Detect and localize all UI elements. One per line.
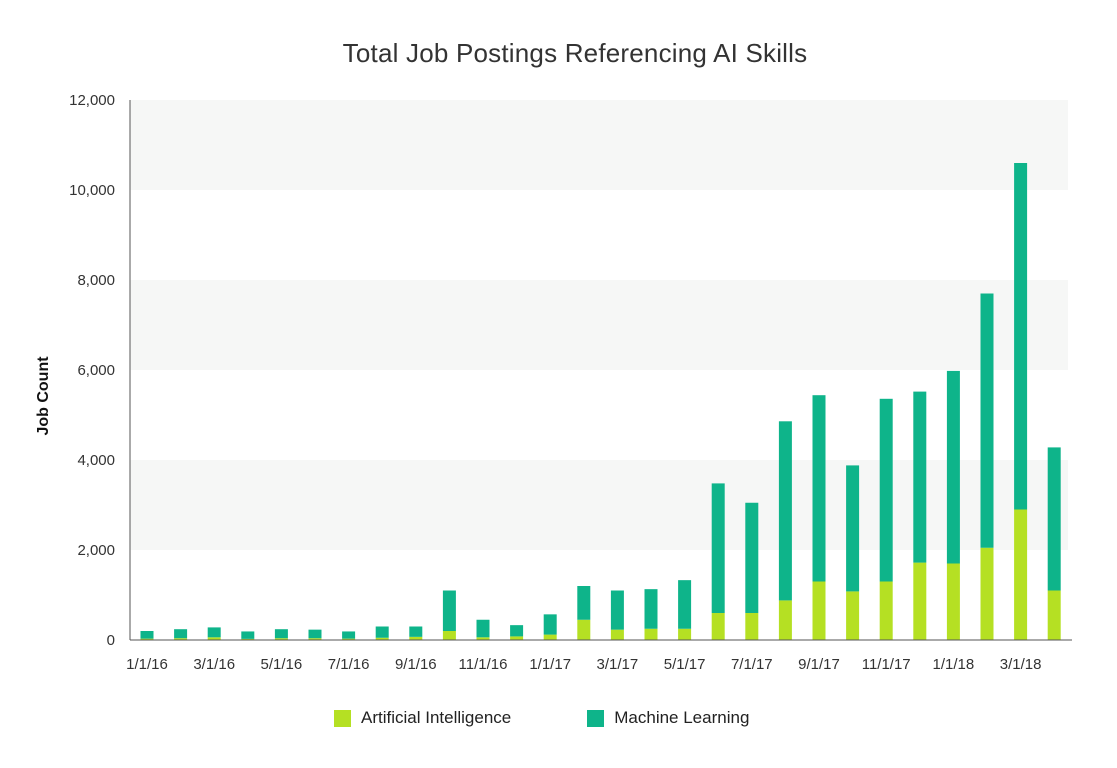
bar-ai xyxy=(1014,509,1028,640)
bar-ai xyxy=(543,634,557,640)
grid-band xyxy=(130,100,1068,190)
bar-ai xyxy=(879,581,893,640)
grid-band xyxy=(130,460,1068,550)
legend-item-ml: Machine Learning xyxy=(587,708,749,728)
bar-ai xyxy=(913,562,927,640)
legend-label-ml: Machine Learning xyxy=(614,708,750,727)
bar-ai xyxy=(140,638,154,640)
y-tick-label: 0 xyxy=(107,632,115,649)
legend-swatch-ml xyxy=(587,709,605,727)
chart-plot: 0 2,000 4,000 6,000 8,000 10,000 12,000 1/1/16… xyxy=(35,92,1072,673)
bar-ai xyxy=(812,581,826,640)
bar-ml xyxy=(241,631,255,639)
legend-swatch-ai xyxy=(334,709,351,727)
y-tick-label: 10,000 xyxy=(69,182,115,199)
x-tick-labels: 1/1/16 3/1/16 5/1/16 7/1/16 9/1/16 11/1/16 1/1… xyxy=(126,656,1041,673)
bar-ai xyxy=(308,638,322,640)
grid-bands xyxy=(130,100,1068,550)
bar-ai xyxy=(778,600,792,640)
x-tick-label: 11/1/16 xyxy=(459,656,508,673)
bar-ml xyxy=(409,626,423,637)
bar-ml xyxy=(812,395,826,582)
bar-ml xyxy=(207,627,221,638)
y-tick-label: 12,000 xyxy=(69,92,115,109)
bar-ai xyxy=(510,636,524,640)
bar-ml xyxy=(778,421,792,601)
x-tick-label: 1/1/18 xyxy=(933,656,975,673)
bar-ml xyxy=(644,589,658,629)
bar-ai xyxy=(375,637,389,640)
bar-ml xyxy=(442,590,456,631)
bar-ml xyxy=(745,502,759,613)
bar-ml xyxy=(846,465,860,592)
bar-ml xyxy=(1047,447,1061,591)
bar-ml xyxy=(543,614,557,635)
x-tick-label: 5/1/16 xyxy=(261,656,303,673)
bar-ml xyxy=(577,586,591,620)
y-tick-label: 4,000 xyxy=(77,452,115,469)
legend-label-ai: Artificial Intelligence xyxy=(361,708,512,727)
bar-ai xyxy=(846,591,860,640)
bar-ai xyxy=(946,563,960,640)
x-tick-label: 7/1/16 xyxy=(328,656,370,673)
y-tick-label: 2,000 xyxy=(77,542,115,559)
bar-ml xyxy=(476,619,490,638)
bar-ai xyxy=(442,631,456,640)
bar-ai xyxy=(207,637,221,640)
bar-ai xyxy=(274,638,288,640)
bar-ai xyxy=(476,637,490,640)
x-tick-label: 3/1/17 xyxy=(597,656,639,673)
bar-ai xyxy=(610,629,624,640)
bar-ml xyxy=(610,590,624,630)
bar-ml xyxy=(1014,163,1028,510)
chart-title: Total Job Postings Referencing AI Skills xyxy=(342,38,808,68)
bar-ml xyxy=(510,625,524,637)
bar-ml xyxy=(879,398,893,582)
bar-ai xyxy=(342,638,356,640)
legend-item-ai: Artificial Intelligence xyxy=(334,708,511,728)
bar-ml xyxy=(980,293,994,548)
bar-ai xyxy=(745,613,759,640)
bar-ml xyxy=(274,629,288,639)
bar-ml xyxy=(375,626,389,638)
x-tick-label: 1/1/16 xyxy=(126,656,168,673)
bar-ml xyxy=(678,580,692,629)
bar-ai xyxy=(980,547,994,640)
bar-ml xyxy=(946,370,960,564)
x-tick-label: 9/1/17 xyxy=(798,656,840,673)
bar-ml xyxy=(174,629,188,639)
bar-ml xyxy=(140,631,154,639)
bar-ai xyxy=(577,619,591,640)
x-tick-label: 5/1/17 xyxy=(664,656,706,673)
bar-ai xyxy=(1047,590,1061,640)
x-tick-label: 11/1/17 xyxy=(862,656,911,673)
y-axis-title: Job Count xyxy=(35,356,52,436)
bar-ml xyxy=(342,631,356,639)
x-tick-label: 3/1/18 xyxy=(1000,656,1042,673)
grid-band xyxy=(130,280,1068,370)
bar-ml xyxy=(913,391,927,563)
x-tick-label: 9/1/16 xyxy=(395,656,437,673)
legend: Artificial Intelligence Machine Learning xyxy=(334,708,825,728)
bar-group xyxy=(140,163,1061,640)
bar-ai xyxy=(644,628,658,640)
y-tick-label: 8,000 xyxy=(77,272,115,289)
bar-ai xyxy=(409,636,423,640)
bar-ai xyxy=(678,628,692,640)
bar-ml xyxy=(308,629,322,639)
bar-ai xyxy=(241,638,255,640)
bar-ai xyxy=(174,638,188,640)
x-tick-label: 3/1/16 xyxy=(193,656,235,673)
bar-ml xyxy=(711,483,725,613)
axes xyxy=(129,100,1072,641)
x-tick-label: 7/1/17 xyxy=(731,656,773,673)
x-tick-label: 1/1/17 xyxy=(529,656,571,673)
y-tick-labels: 0 2,000 4,000 6,000 8,000 10,000 12,000 xyxy=(69,92,115,649)
bar-ai xyxy=(711,613,725,640)
y-tick-label: 6,000 xyxy=(77,362,115,379)
